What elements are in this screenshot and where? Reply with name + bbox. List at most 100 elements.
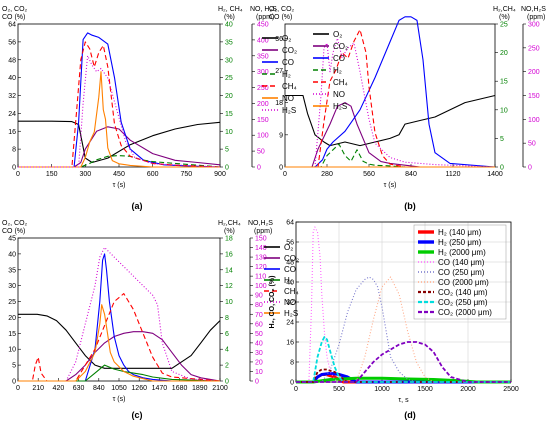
series-line-4 — [18, 41, 221, 168]
x-tick-label: 560 — [363, 171, 375, 178]
legend-entry: H₂S — [333, 102, 347, 111]
legend-entry: CO₂ (2000 μm) — [438, 308, 492, 317]
x-tick-label: 0 — [283, 171, 287, 178]
y-axis-label-left: O₂, CO₂ — [2, 6, 28, 13]
x-tick-label: 1890 — [192, 385, 208, 392]
legend-entry: CO₂ — [282, 46, 297, 55]
legend-entry: CH₄ — [333, 78, 348, 87]
y-tick-label-right: 200 — [528, 69, 540, 76]
y-tick-label: 15 — [8, 331, 16, 338]
legend-entry: CO₂ — [284, 254, 299, 263]
y-tick-label-right: 12 — [225, 283, 233, 290]
panel-label: (c) — [132, 410, 143, 420]
y-axis-label: H₂, CO, CO₂ (%) — [269, 276, 276, 329]
y-tick-label-right: 10 — [255, 369, 263, 376]
y-tick-label-right: 50 — [257, 149, 265, 156]
series-line-1 — [285, 102, 495, 168]
series-line-2 — [285, 16, 496, 168]
x-tick-label: 1000 — [374, 386, 390, 393]
y-axis-label-left: CO (%) — [2, 228, 25, 235]
series-line-1 — [18, 126, 221, 168]
y-axis-label-right: (ppm) — [256, 14, 274, 21]
y-tick-label-right: 40 — [225, 22, 233, 29]
x-tick-label: 1500 — [417, 386, 433, 393]
y-tick-label-right: 20 — [255, 359, 263, 366]
y-tick-label-right: 80 — [255, 302, 263, 309]
series-line-3 — [18, 155, 221, 168]
y-tick-label-right: 90 — [255, 293, 263, 300]
y-tick-label-right: 450 — [257, 22, 269, 29]
legend-entry: H₂ (140 μm) — [438, 228, 482, 237]
y-tick-label-right: 20 — [500, 50, 508, 57]
y-tick-label-right: 0 — [528, 165, 532, 172]
legend-entry: CO (140 μm) — [438, 258, 485, 267]
legend-entry: H₂S — [282, 106, 296, 115]
y-axis-label-right: (ppm) — [254, 228, 272, 235]
panel-label: (b) — [404, 201, 416, 211]
y-tick-label: 0 — [290, 380, 294, 387]
y-axis-label-right: NO,H₂S — [521, 6, 546, 13]
x-tick-label: 600 — [147, 171, 159, 178]
legend-entry: CO — [284, 265, 296, 274]
legend-entry: H₂ (250 μm) — [438, 238, 482, 247]
y-tick-label-right: 300 — [257, 69, 269, 76]
legend-entry: CO — [282, 58, 294, 67]
legend-entry: H₂ — [284, 276, 293, 285]
x-tick-label: 630 — [73, 385, 85, 392]
y-tick-label: 0 — [12, 379, 16, 386]
x-tick-label: 750 — [180, 171, 192, 178]
y-tick-label: 5 — [12, 363, 16, 370]
y-tick-label-right: 250 — [257, 85, 269, 92]
x-tick-label: 900 — [214, 171, 226, 178]
y-tick-label-right: 10 — [225, 299, 233, 306]
x-tick-label: 0 — [294, 386, 298, 393]
y-tick-label: 32 — [8, 93, 16, 100]
series-line-3 — [296, 226, 511, 383]
y-tick-label-right: 5 — [500, 136, 504, 143]
y-tick-label-right: 60 — [255, 321, 263, 328]
y-tick-label-right: 250 — [528, 45, 540, 52]
y-tick-label-right: 20 — [225, 93, 233, 100]
y-axis-label-left: O₂, CO₂ — [2, 220, 28, 227]
y-tick-label-right: 100 — [257, 133, 269, 140]
x-tick-label: 1050 — [111, 385, 127, 392]
y-tick-label: 16 — [286, 340, 294, 347]
legend-entry: O₂ — [284, 243, 293, 252]
y-tick-label: 56 — [8, 39, 16, 46]
legend-entry: O₂ — [333, 30, 342, 39]
series-line-7 — [296, 336, 511, 383]
series-line-4 — [18, 293, 221, 382]
y-tick-label: 24 — [286, 320, 294, 327]
legend-entry: NO — [284, 298, 296, 307]
y-axis-label-left: CO (%) — [269, 14, 292, 21]
y-tick-label-right: 200 — [257, 101, 269, 108]
y-tick-label-right: 5 — [225, 147, 229, 154]
y-tick-label-right: 30 — [255, 350, 263, 357]
y-tick-label: 32 — [286, 300, 294, 307]
series-line-1 — [18, 331, 221, 382]
y-axis-label-right: NO, H₂S — [250, 6, 277, 13]
series-line-5 — [18, 71, 220, 168]
y-tick-label-right: 2 — [225, 363, 229, 370]
legend-entry: CO — [333, 54, 345, 63]
x-tick-label: 280 — [321, 171, 333, 178]
y-tick-label-right: 16 — [225, 251, 233, 258]
y-tick-label: 45 — [8, 236, 16, 243]
x-tick-label: 0 — [16, 171, 20, 178]
y-tick-label: 9 — [279, 132, 283, 139]
y-axis-label-right: (ppm) — [527, 14, 545, 21]
y-axis-label-right: NO,H₂S — [248, 220, 273, 227]
series-line-2 — [18, 253, 220, 382]
panel-label: (d) — [404, 410, 416, 420]
y-tick-label-right: 100 — [528, 117, 540, 124]
x-axis-label: τ (s) — [113, 396, 126, 403]
y-tick-label: 10 — [8, 347, 16, 354]
legend-entry: H₂ — [282, 70, 291, 79]
x-tick-label: 150 — [46, 171, 58, 178]
y-tick-label-right: 100 — [255, 283, 267, 290]
y-tick-label-right: 8 — [225, 315, 229, 322]
